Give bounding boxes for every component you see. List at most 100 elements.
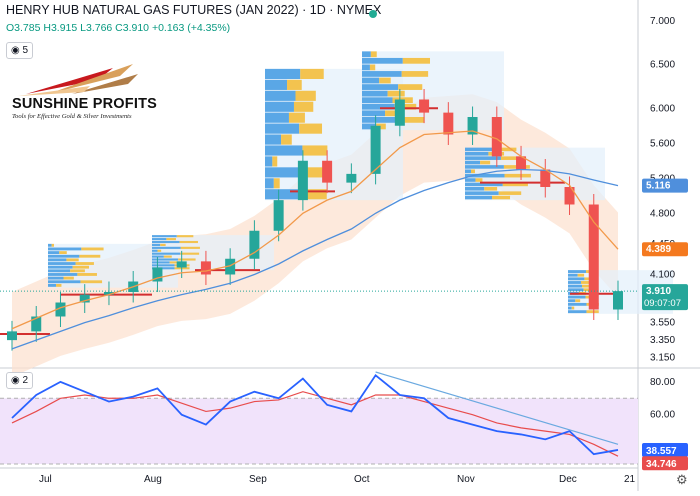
price-label-ma-lower-bg bbox=[642, 242, 688, 257]
volume-profile-bar bbox=[465, 191, 499, 195]
candle-body bbox=[297, 160, 308, 201]
volume-profile-bar bbox=[157, 249, 162, 252]
volume-profile-bar bbox=[152, 249, 158, 252]
volume-profile-bar bbox=[281, 134, 292, 145]
volume-profile-bar bbox=[362, 117, 400, 123]
indicator-badge-rsi[interactable]: ◉ 2 bbox=[6, 372, 34, 389]
x-tick-label: Nov bbox=[457, 474, 475, 485]
indicator-count: 2 bbox=[22, 375, 29, 386]
volume-profile-bar bbox=[265, 178, 274, 189]
volume-profile-bar bbox=[48, 276, 64, 280]
volume-profile-bar bbox=[568, 281, 581, 284]
chart-title: HENRY HUB NATURAL GAS FUTURES (JAN 2022)… bbox=[6, 3, 382, 17]
candle-body bbox=[225, 258, 236, 275]
volume-profile-bar bbox=[75, 262, 94, 265]
volume-profile-bar bbox=[302, 189, 327, 200]
volume-profile-bar bbox=[465, 160, 481, 165]
indicator-badge-main[interactable]: ◉ 5 bbox=[6, 42, 34, 59]
y-tick-label: 4.100 bbox=[650, 270, 675, 281]
volume-profile-bar bbox=[465, 195, 493, 200]
candle-body bbox=[152, 267, 163, 282]
volume-profile-bar bbox=[48, 273, 78, 276]
x-tick-label: Sep bbox=[249, 474, 267, 485]
indicator-count: 5 bbox=[22, 45, 29, 56]
rsi-value-bg bbox=[642, 442, 688, 457]
volume-profile-bar bbox=[152, 240, 180, 244]
volume-profile-bar bbox=[362, 123, 377, 130]
logo-name: SUNSHINE PROFITS bbox=[12, 96, 157, 112]
volume-profile-bar bbox=[265, 112, 289, 123]
volume-profile-bar bbox=[81, 247, 104, 251]
volume-profile-bar bbox=[48, 251, 60, 255]
volume-profile-bar bbox=[465, 152, 489, 156]
volume-profile-bar bbox=[376, 123, 386, 130]
ma-line-orange bbox=[11, 130, 619, 330]
volume-profile-bar bbox=[568, 295, 586, 299]
volume-profile-bar bbox=[166, 238, 176, 241]
volume-profile-bar bbox=[265, 68, 301, 80]
volume-profile-bar bbox=[465, 156, 501, 160]
volume-profile-bar bbox=[152, 255, 164, 258]
volume-profile-bar bbox=[465, 165, 504, 169]
volume-profile-bar bbox=[504, 173, 531, 178]
volume-profile-bar bbox=[265, 189, 303, 200]
ohlc-values: O3.785 H3.915 L3.766 C3.910 +0.163 (+4.3… bbox=[6, 22, 231, 34]
volume-profile-bar bbox=[582, 284, 592, 288]
volume-profile-bar bbox=[475, 178, 483, 182]
volume-profile-bar bbox=[48, 254, 80, 258]
volume-profile-bar bbox=[265, 101, 294, 112]
volume-profile-bar bbox=[568, 299, 576, 303]
settings-gear-icon[interactable]: ⚙ bbox=[676, 472, 688, 487]
volume-profile-bar bbox=[394, 103, 417, 110]
volume-profile-bar bbox=[495, 147, 517, 152]
candle-body bbox=[103, 292, 114, 295]
volume-profile-bar bbox=[152, 235, 177, 238]
volume-profile-bar bbox=[179, 240, 198, 244]
price-label-ma-upper-bg bbox=[642, 178, 688, 193]
volume-profile-bar bbox=[568, 288, 584, 292]
volume-profile-bar bbox=[299, 123, 323, 134]
candle-body bbox=[249, 230, 260, 259]
volume-profile-bar bbox=[484, 187, 498, 191]
volume-profile-bar bbox=[362, 57, 403, 64]
volume-profile-bar bbox=[302, 145, 328, 156]
volume-profile-bar bbox=[379, 77, 391, 84]
y-tick-label: 3.350 bbox=[650, 335, 675, 346]
volume-profile-bar bbox=[362, 51, 371, 58]
volume-profile-bar bbox=[387, 90, 405, 97]
volume-profile-bar bbox=[48, 283, 57, 287]
volume-profile-bar bbox=[163, 255, 172, 258]
x-tick-label: Dec bbox=[559, 474, 577, 485]
volume-profile-bar bbox=[465, 147, 496, 152]
y-tick-label: 4.800 bbox=[650, 208, 675, 219]
volume-profile-bar bbox=[568, 284, 583, 288]
candle-body bbox=[79, 294, 90, 303]
price-label-ma-lower: 4.389 bbox=[646, 244, 671, 255]
candle-body bbox=[200, 261, 211, 275]
volume-profile-bar bbox=[362, 97, 393, 104]
volume-profile-bar bbox=[152, 252, 181, 255]
volume-profile-bar bbox=[176, 235, 194, 238]
volume-profile-bar bbox=[152, 238, 167, 241]
volume-profile-bar bbox=[48, 243, 52, 247]
volume-profile-bar bbox=[465, 182, 503, 187]
volume-profile-bar bbox=[63, 276, 74, 280]
y-tick-label: 5.600 bbox=[650, 138, 675, 149]
volume-profile-bar bbox=[48, 280, 81, 284]
volume-profile-bar bbox=[265, 123, 300, 134]
volume-profile-bar bbox=[498, 191, 522, 195]
candle-body bbox=[443, 112, 454, 135]
chart-title-bar: HENRY HUB NATURAL GAS FUTURES (JAN 2022)… bbox=[6, 3, 381, 17]
y-tick-label: 6.000 bbox=[650, 103, 675, 114]
candle-body bbox=[346, 173, 357, 183]
rsi-ma-bg bbox=[642, 456, 688, 471]
candle-body bbox=[31, 316, 42, 332]
price-label-ma-upper: 5.116 bbox=[646, 181, 671, 192]
candle-body bbox=[540, 169, 551, 187]
volume-profile-bar bbox=[180, 246, 200, 249]
volume-profile-bar bbox=[568, 310, 587, 314]
volume-profile-bar bbox=[180, 252, 200, 255]
x-tick-label: Oct bbox=[354, 474, 370, 485]
candle-body bbox=[491, 117, 502, 157]
